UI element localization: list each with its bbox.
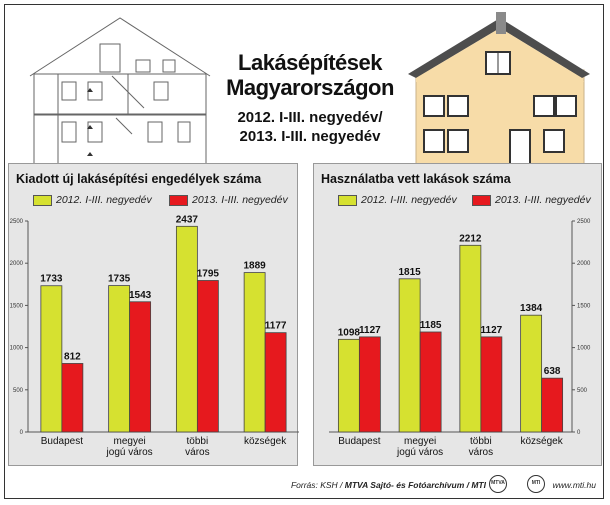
y-tick-label: 2000 [10, 261, 24, 267]
bar [419, 331, 442, 433]
category-label: megyei [114, 436, 146, 447]
legend-label-2012: 2012. I-III. negyedév [56, 194, 152, 206]
chart-title: Kiadott új lakásépítési engedélyek száma [16, 172, 262, 186]
data-label: 638 [544, 366, 561, 377]
bar [175, 225, 198, 433]
y-tick-label: 1500 [577, 303, 591, 309]
data-label: 1384 [520, 303, 543, 314]
data-label: 2437 [176, 214, 199, 225]
website-link[interactable]: www.mti.hu [552, 480, 596, 490]
bar [129, 301, 152, 433]
legend-label-2012: 2012. I-III. negyedév [361, 194, 457, 206]
y-tick-label: 1500 [10, 303, 24, 309]
mtva-logo: MTVA [489, 475, 507, 493]
completions-chart-panel: Használatba vett lakások száma 2012. I-I… [313, 163, 602, 466]
bar [108, 285, 131, 433]
bar [337, 338, 360, 433]
bar [61, 363, 84, 433]
y-tick-label: 1000 [577, 346, 591, 352]
data-label: 1735 [108, 274, 131, 285]
page-title-line-1: Lakásépítések [238, 50, 382, 75]
bar [40, 285, 63, 433]
bar [541, 377, 564, 433]
data-label: 1889 [244, 261, 267, 272]
legend-swatch-2012 [338, 194, 357, 206]
legend-swatch-2013 [472, 194, 491, 206]
bar [398, 278, 421, 433]
category-label: jogú város [106, 447, 153, 458]
bar [264, 332, 287, 433]
chart-title: Használatba vett lakások száma [321, 172, 511, 186]
permits-chart-panel: Kiadott új lakásépítési engedélyek száma… [8, 163, 299, 466]
y-tick-label: 2500 [10, 219, 24, 225]
data-label: 1127 [481, 325, 503, 336]
category-label: többi [187, 436, 209, 447]
house-cross-section-illustration [29, 17, 211, 164]
bar [520, 314, 543, 433]
legend-label-2013: 2013. I-III. negyedév [192, 194, 288, 206]
bar [358, 336, 381, 433]
category-label: megyei [404, 436, 436, 447]
category-label: város [469, 447, 493, 458]
data-label: 1543 [129, 290, 152, 301]
legend-label-2013: 2013. I-III. negyedév [495, 194, 591, 206]
data-label: 1815 [399, 267, 422, 278]
source-prefix: Forrás: KSH / [290, 480, 345, 490]
subtitle-line-1: 2012. I-III. negyedév/ [237, 109, 383, 126]
y-tick-label: 2000 [577, 261, 591, 267]
data-label: 1098 [338, 327, 361, 338]
data-label: 1733 [40, 274, 63, 285]
data-label: 1177 [265, 321, 287, 332]
bar [196, 280, 219, 433]
mti-logo: MTI [527, 475, 545, 493]
permits-chart-plot: 0 500 1000 1500 2000 2500 1733 812 Budapest 1735 1… [10, 214, 299, 458]
data-label: 1127 [359, 325, 381, 336]
category-label: községek [244, 436, 287, 447]
category-label: jogú város [396, 447, 443, 458]
legend-swatch-2012 [33, 194, 52, 206]
legend-item-2013: 2013. I-III. negyedév [169, 193, 288, 207]
data-label: 1795 [197, 269, 220, 280]
category-label: Budapest [338, 436, 380, 447]
data-label: 1185 [420, 320, 442, 331]
legend-item-2013: 2013. I-III. negyedév [472, 193, 591, 207]
y-tick-label: 500 [13, 388, 24, 394]
bar [459, 244, 482, 433]
category-label: Budapest [41, 436, 83, 447]
legend-item-2012: 2012. I-III. negyedév [338, 193, 457, 207]
bar [480, 336, 503, 433]
category-label: város [185, 447, 209, 458]
data-label: 2212 [459, 233, 482, 244]
y-tick-label: 0 [577, 430, 581, 436]
source-credit: Forrás: KSH / MTVA Sajtó- és Fotóarchívu… [291, 480, 486, 490]
legend-swatch-2013 [169, 194, 188, 206]
title-block: Lakásépítések Magyarországon 2012. I-III… [210, 50, 410, 146]
y-tick-label: 500 [577, 388, 588, 394]
page-title-line-2: Magyarországon [226, 75, 394, 100]
category-label: többi [470, 436, 492, 447]
y-tick-label: 2500 [577, 219, 591, 225]
y-tick-label: 1000 [10, 346, 24, 352]
footer: Forrás: KSH / MTVA Sajtó- és Fotóarchívu… [0, 474, 610, 496]
subtitle-line-2: 2013. I-III. negyedév [239, 128, 381, 145]
data-label: 812 [64, 351, 81, 362]
source-agency: MTVA Sajtó- és Fotóarchívum / MTI [344, 480, 486, 490]
legend-item-2012: 2012. I-III. negyedév [33, 193, 152, 207]
y-tick-label: 0 [20, 430, 24, 436]
category-label: községek [521, 436, 564, 447]
bar [243, 272, 266, 433]
house-facade-illustration [408, 12, 590, 165]
